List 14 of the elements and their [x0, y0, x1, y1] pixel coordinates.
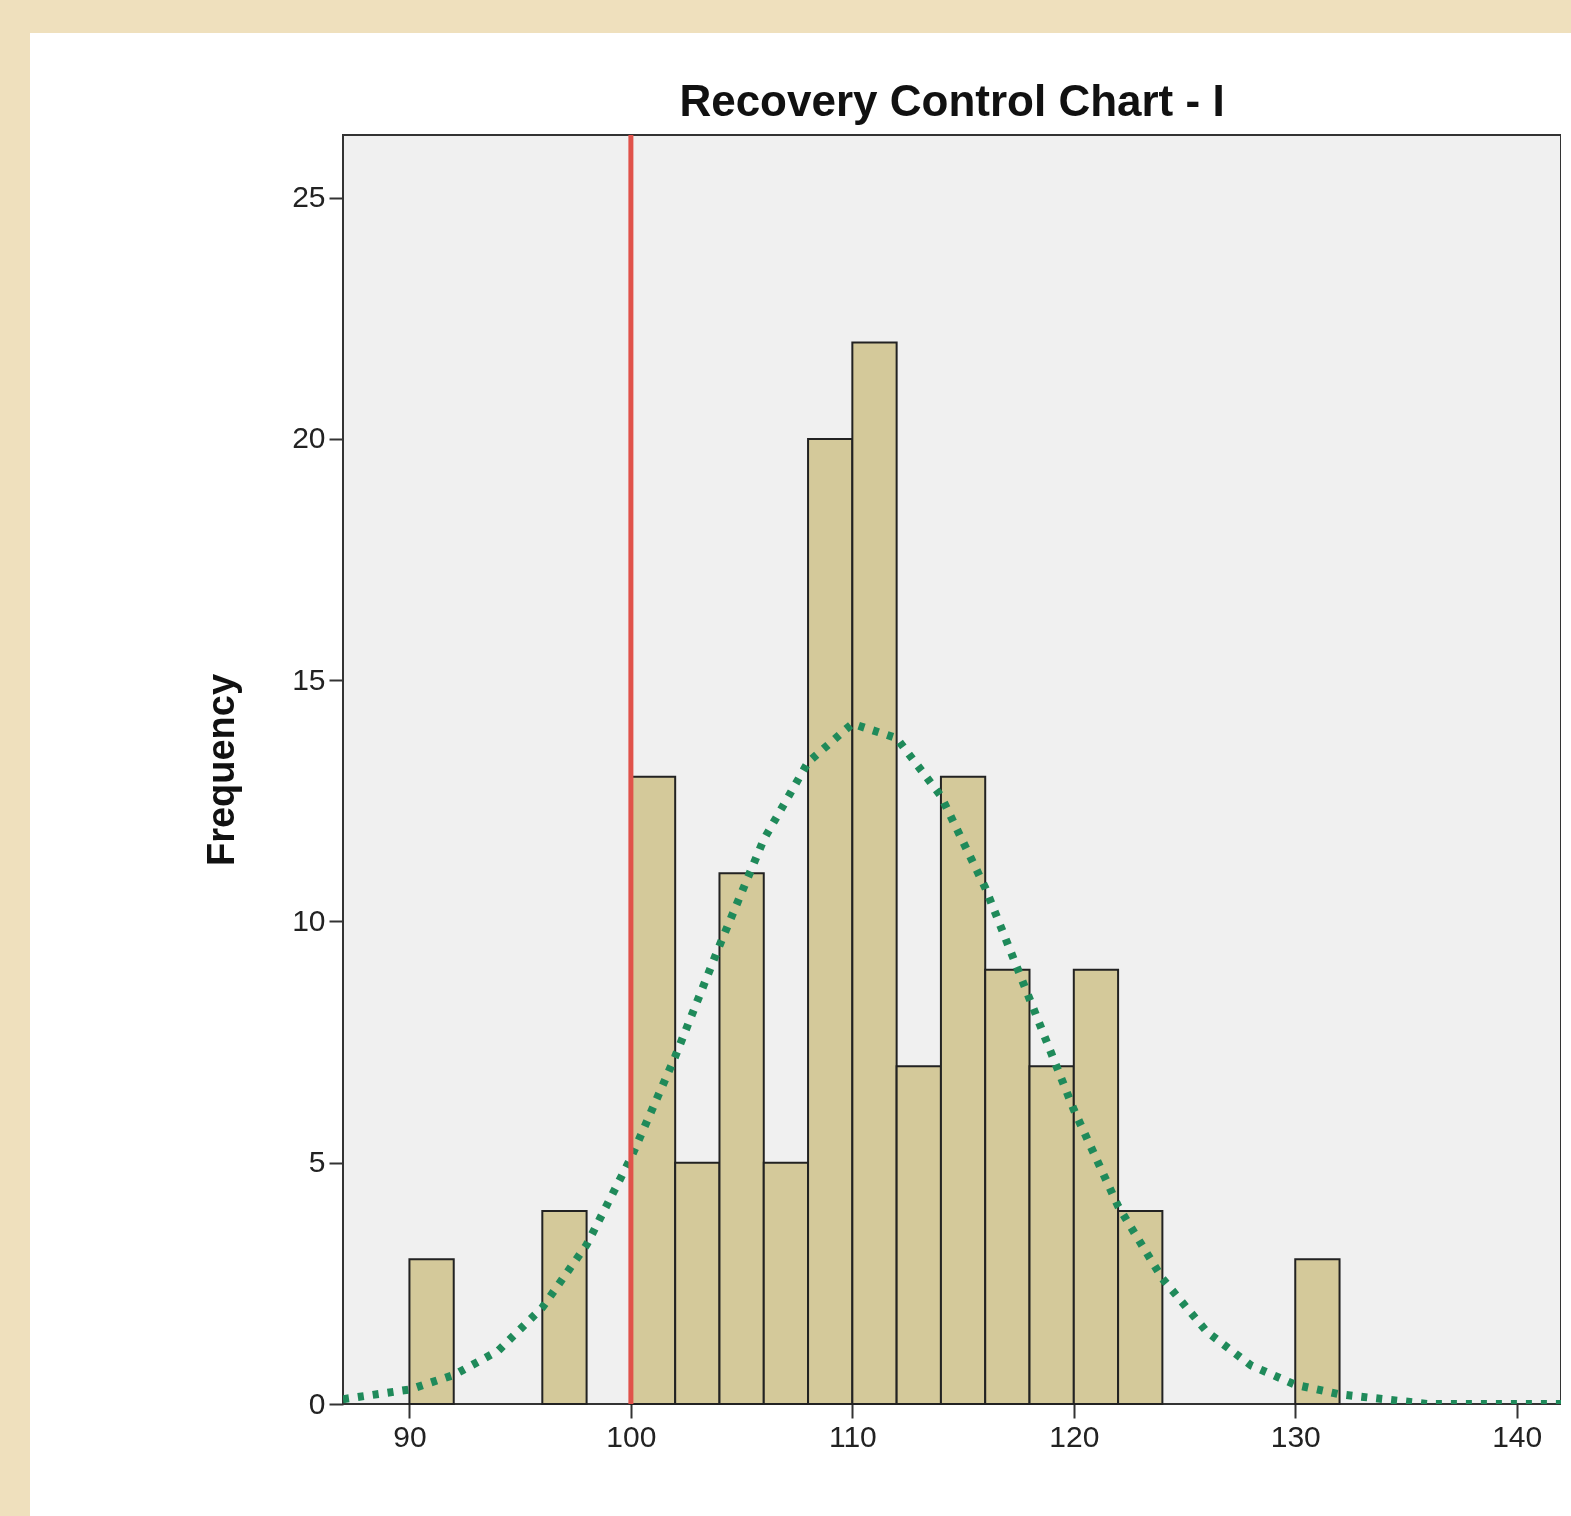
x-tick-label: 120	[1049, 1419, 1100, 1453]
y-tick-label: 10	[292, 903, 326, 937]
x-tick-label: 130	[1270, 1419, 1321, 1453]
y-axis-title: Frequency	[200, 673, 243, 867]
x-tick-label: 110	[828, 1419, 877, 1453]
y-tick-label: 15	[292, 662, 326, 696]
x-tick-label: 140	[1492, 1419, 1543, 1453]
y-tick-label: 0	[308, 1386, 326, 1420]
y-tick-label: 5	[308, 1145, 326, 1179]
x-tick-label: 100	[606, 1419, 657, 1453]
y-tick-label: 25	[292, 180, 326, 214]
y-tick-label: 20	[292, 421, 326, 455]
chart-title: Recovery Control Chart - I	[679, 75, 1225, 125]
x-tick-label: 90	[393, 1419, 427, 1453]
